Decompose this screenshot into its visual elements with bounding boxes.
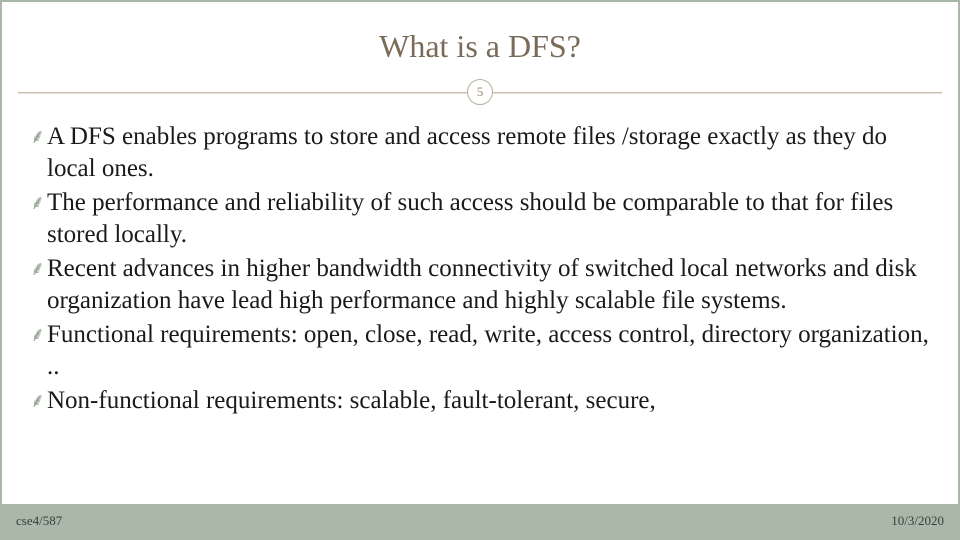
footer-right: 10/3/2020 [891,513,944,529]
page-number-badge: 5 [467,79,493,105]
list-item: ⸙ Non-functional requirements: scalable,… [30,385,930,417]
bullet-text: Non-functional requirements: scalable, f… [47,385,656,417]
list-item: ⸙ Recent advances in higher bandwidth co… [30,253,930,317]
page-title: What is a DFS? [2,28,958,65]
bullet-text: A DFS enables programs to store and acce… [47,121,930,185]
bullet-text: The performance and reliability of such … [47,187,930,251]
bullet-text: Functional requirements: open, close, re… [47,319,930,383]
bullet-icon: ⸙ [30,121,45,153]
content-area: ⸙ A DFS enables programs to store and ac… [2,107,958,504]
bullet-icon: ⸙ [30,253,45,285]
list-item: ⸙ Functional requirements: open, close, … [30,319,930,383]
list-item: ⸙ A DFS enables programs to store and ac… [30,121,930,185]
bullet-icon: ⸙ [30,187,45,219]
bullet-icon: ⸙ [30,385,45,417]
footer: cse4/587 10/3/2020 [2,504,958,538]
bullet-icon: ⸙ [30,319,45,351]
slide: What is a DFS? 5 ⸙ A DFS enables program… [0,0,960,540]
title-area: What is a DFS? [2,2,958,77]
divider-row: 5 [2,77,958,107]
page-number: 5 [477,84,484,100]
list-item: ⸙ The performance and reliability of suc… [30,187,930,251]
bullet-text: Recent advances in higher bandwidth conn… [47,253,930,317]
footer-left: cse4/587 [16,513,62,529]
